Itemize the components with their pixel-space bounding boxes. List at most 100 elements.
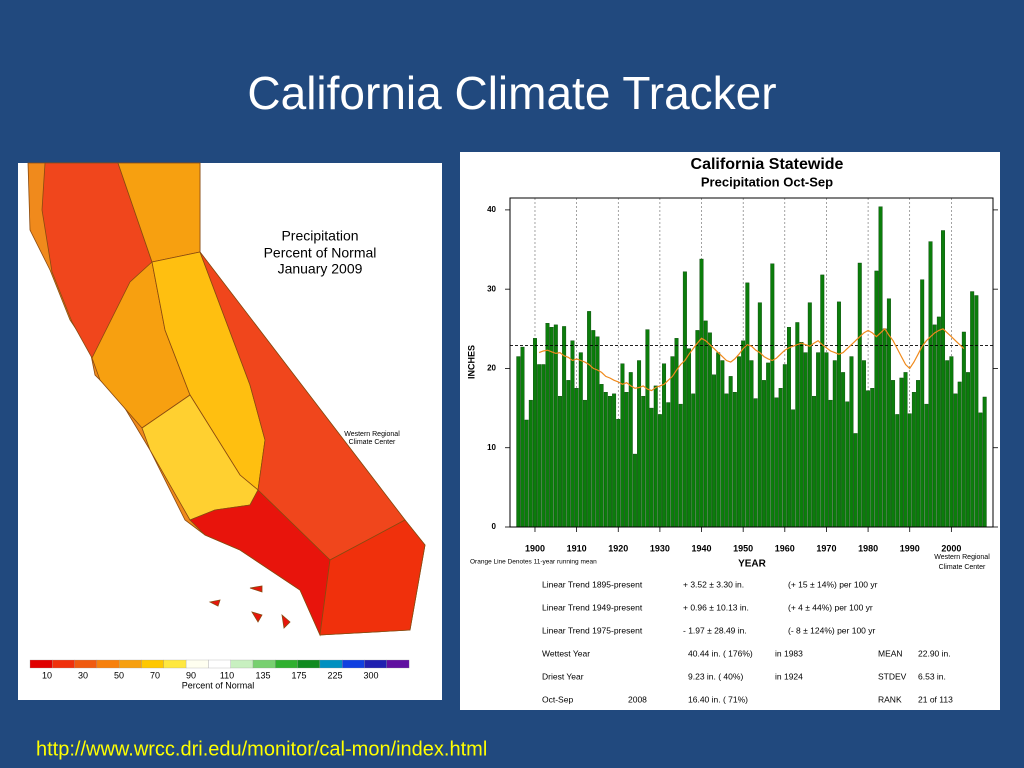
y-tick-label: 0	[492, 522, 497, 531]
bar	[832, 360, 837, 528]
chart-note: Orange Line Denotes 11-year running mean	[470, 559, 597, 566]
legend-label: 70	[150, 670, 160, 680]
bar	[591, 330, 596, 528]
bar	[557, 395, 562, 528]
stats-cell: 16.40 in. ( 71%)	[688, 694, 748, 704]
bar	[516, 356, 521, 528]
stats-cell: + 0.96 ± 10.13 in.	[683, 602, 749, 612]
stats-cell: (- 8 ± 124%) per 100 yr	[788, 625, 876, 635]
legend-label: 110	[220, 670, 234, 680]
y-axis-label: INCHES	[466, 345, 476, 379]
bar	[699, 258, 704, 528]
bar	[953, 393, 958, 528]
legend-swatch	[319, 659, 343, 669]
bar	[936, 316, 941, 528]
bar	[811, 395, 816, 528]
legend-swatch	[230, 659, 254, 669]
bar	[836, 301, 841, 528]
stats-cell: Wettest Year	[542, 648, 590, 658]
bar	[628, 372, 633, 528]
bar	[845, 401, 850, 528]
map-credit: Climate Center	[349, 439, 396, 446]
legend-swatch	[119, 659, 142, 669]
bar	[570, 340, 575, 528]
bar	[853, 433, 858, 528]
map-credit: Western Regional	[344, 431, 400, 438]
x-tick-label: 1950	[733, 543, 753, 553]
bar	[861, 360, 866, 528]
stats-cell: 9.23 in. ( 40%)	[688, 671, 743, 681]
bar	[982, 396, 987, 528]
bar	[533, 338, 537, 528]
stats-cell: in 1983	[775, 648, 803, 658]
x-tick-label: 1900	[525, 543, 545, 553]
legend-swatch	[386, 659, 410, 669]
bar	[841, 372, 846, 528]
bar	[874, 270, 879, 528]
stats-cell: - 1.97 ± 28.49 in.	[683, 625, 747, 635]
bar	[649, 407, 654, 528]
stats-cell: 2008	[628, 694, 647, 704]
bar	[824, 352, 829, 528]
legend-swatch	[52, 659, 75, 669]
bar	[545, 323, 550, 528]
legend-swatch	[141, 659, 164, 669]
bar	[799, 342, 804, 528]
stats-cell: Linear Trend 1949-present	[542, 602, 643, 612]
bar	[820, 274, 825, 528]
bar	[749, 360, 754, 528]
legend-label: 50	[114, 670, 124, 680]
bar	[528, 399, 533, 528]
bar	[920, 279, 925, 528]
bar	[899, 377, 904, 528]
bar	[657, 414, 662, 528]
bar	[974, 295, 979, 528]
bar	[970, 291, 975, 528]
bar	[911, 392, 916, 528]
legend-swatch	[208, 659, 231, 669]
bar	[549, 327, 554, 528]
bar	[791, 409, 796, 528]
bar	[932, 324, 937, 528]
x-axis-label: YEAR	[738, 559, 767, 570]
bar	[891, 380, 896, 528]
legend-label: 300	[363, 670, 378, 680]
stats-cell: in 1924	[775, 671, 803, 681]
map-title-line: January 2009	[278, 261, 363, 277]
bar	[607, 395, 612, 528]
bar	[582, 399, 587, 528]
stats-cell: 22.90 in.	[918, 648, 951, 658]
bar	[857, 262, 862, 528]
bar	[907, 413, 912, 528]
bar	[924, 403, 929, 528]
x-tick-label: 1920	[608, 543, 628, 553]
y-tick-label: 10	[487, 443, 496, 452]
stats-cell: 40.44 in. ( 176%)	[688, 648, 753, 658]
stats-cell: MEAN	[878, 648, 903, 658]
bar	[803, 352, 808, 528]
bar	[978, 412, 983, 528]
bar	[745, 282, 750, 528]
x-tick-label: 1990	[900, 543, 920, 553]
bar	[695, 330, 700, 528]
bar	[828, 399, 833, 528]
bar	[720, 360, 725, 528]
legend-swatch	[185, 659, 209, 669]
bar	[716, 352, 721, 528]
plot: 1900 1910 1920 1930 1940 1950 1960 1970 1980 1990…	[487, 197, 998, 553]
bar	[766, 362, 771, 528]
stats-cell: 6.53 in.	[918, 671, 946, 681]
x-tick-label: 1930	[650, 543, 670, 553]
y-tick-label: 20	[487, 364, 496, 373]
legend-swatch	[29, 659, 53, 669]
bar	[774, 397, 779, 528]
bar	[882, 328, 887, 528]
legend-label: 135	[255, 670, 270, 680]
map-title: Precipitation Percent of Normal January …	[264, 228, 377, 277]
legend-label: 90	[186, 670, 196, 680]
bar	[849, 356, 854, 528]
bar	[537, 364, 542, 528]
bar	[782, 364, 787, 528]
x-tick-label: 1910	[567, 543, 587, 553]
